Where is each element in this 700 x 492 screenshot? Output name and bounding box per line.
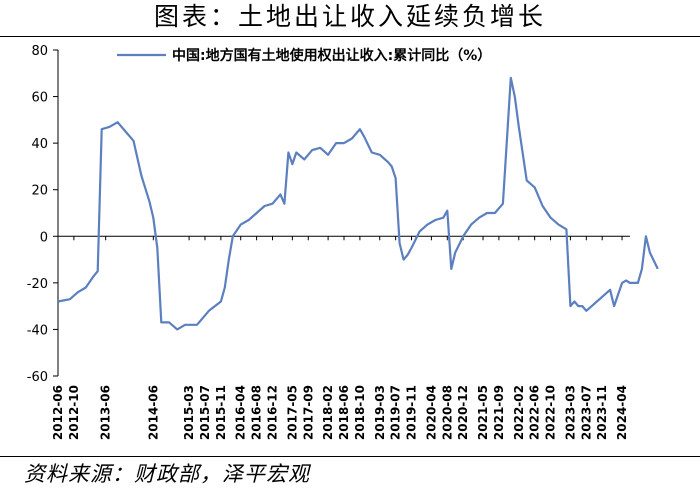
x-tick-label: 2015-07 xyxy=(198,385,212,440)
source-rule xyxy=(0,456,700,457)
title-rule xyxy=(0,36,700,37)
legend: 中国:地方国有土地使用权出让收入:累计同比（%） xyxy=(117,47,491,64)
x-tick-label: 2021-05 xyxy=(476,385,490,440)
x-tick-label: 2012-06 xyxy=(51,385,65,440)
x-tick-label: 2016-12 xyxy=(266,385,280,440)
x-tick-label: 2017-09 xyxy=(301,385,315,440)
x-tick-label: 2014-06 xyxy=(146,385,160,440)
line-chart: 中国:地方国有土地使用权出让收入:累计同比（%） -60 -40 -20 0 20 40 6… xyxy=(27,44,659,440)
x-tick-label: 2019-03 xyxy=(373,385,387,440)
x-tick-label: 2018-06 xyxy=(337,385,351,440)
y-tick-label: -60 xyxy=(27,370,48,385)
x-tick-label: 2023-11 xyxy=(595,385,609,440)
x-tick-label: 2023-07 xyxy=(579,385,593,440)
x-tick-label: 2020-12 xyxy=(456,385,470,440)
y-tick-label: -40 xyxy=(27,323,48,338)
x-tick-label: 2012-10 xyxy=(67,385,81,440)
x-tick-label: 2018-10 xyxy=(353,385,367,440)
x-tick-label: 2016-04 xyxy=(234,385,248,440)
x-tick-label: 2022-02 xyxy=(512,385,526,440)
y-axis: -60 -40 -20 0 20 40 60 80 xyxy=(27,44,59,385)
x-tick-label: 2016-08 xyxy=(250,385,264,440)
series-line-0 xyxy=(57,76,659,331)
x-tick-label: 2022-10 xyxy=(544,385,558,440)
x-tick-label: 2019-11 xyxy=(405,385,419,440)
y-tick-label: 60 xyxy=(31,91,48,106)
x-tick-label: 2018-02 xyxy=(321,385,335,440)
x-tick-label: 2022-06 xyxy=(528,385,542,440)
x-tick-label: 2021-09 xyxy=(492,385,506,440)
x-tick-label: 2024-04 xyxy=(615,385,629,440)
x-tick-label: 2015-03 xyxy=(182,385,196,440)
legend-label: 中国:地方国有土地使用权出让收入:累计同比（%） xyxy=(172,47,491,64)
y-tick-label: 20 xyxy=(31,184,48,199)
y-tick-label: 80 xyxy=(31,44,48,59)
source-note: 资料来源：财政部，泽平宏观 xyxy=(24,462,310,486)
chart-title: 图表：土地出让收入延续负增长 xyxy=(153,2,546,31)
x-tick-label: 2019-07 xyxy=(389,385,403,440)
x-tick-label: 2023-03 xyxy=(563,385,577,440)
x-axis: 2012-06 2012-10 2013-06 2014-06 2015-03 2015-… xyxy=(51,235,630,440)
x-tick-label: 2017-05 xyxy=(285,385,299,440)
x-tick-label: 2013-06 xyxy=(99,385,113,440)
x-tick-label: 2020-04 xyxy=(424,385,438,440)
y-tick-label: 40 xyxy=(31,137,48,152)
x-tick-label: 2020-08 xyxy=(440,385,454,440)
x-tick-label: 2015-11 xyxy=(214,385,228,440)
plot-area xyxy=(57,76,659,331)
y-tick-label: -20 xyxy=(27,277,48,292)
y-tick-label: 0 xyxy=(40,230,48,245)
